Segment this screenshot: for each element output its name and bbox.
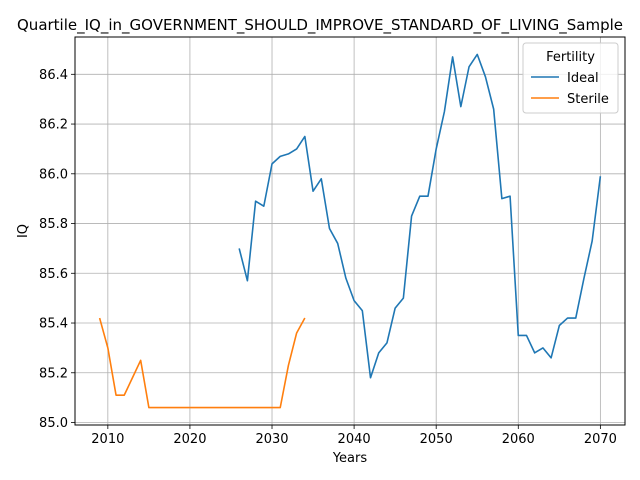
- x-tick-label: 2070: [584, 432, 617, 447]
- series-line-sterile: [98, 317, 306, 409]
- y-tick-label: 85.0: [39, 416, 68, 431]
- grid: [75, 37, 625, 425]
- plot-frame: [74, 36, 626, 426]
- x-tick-label: 2050: [420, 432, 453, 447]
- x-tick-label: 2040: [338, 432, 371, 447]
- x-tick-label: 2030: [255, 432, 288, 447]
- y-axis-label: IQ: [16, 224, 31, 238]
- legend-label-ideal: Ideal: [567, 71, 599, 86]
- x-axis-label: Years: [332, 451, 368, 466]
- y-tick-label: 85.8: [39, 217, 68, 232]
- x-tick-label: 2020: [173, 432, 206, 447]
- x-tick-label: 2060: [502, 432, 535, 447]
- y-tick-label: 86.2: [39, 118, 68, 133]
- y-tick-label: 86.4: [39, 68, 68, 83]
- axis-ticks: 2010 2020 2030 2040 2050 2060 2070 85.0 85.2 85.4…: [39, 68, 617, 447]
- x-tick-label: 2010: [91, 432, 124, 447]
- legend-items: Ideal Sterile: [531, 71, 609, 107]
- legend: Fertility Ideal Sterile: [522, 42, 619, 114]
- y-tick-label: 85.4: [39, 317, 68, 332]
- y-tick-label: 85.6: [39, 267, 68, 282]
- legend-box: [522, 42, 619, 114]
- series-line-ideal: [238, 53, 602, 379]
- legend-label-sterile: Sterile: [567, 92, 609, 107]
- chart-title: Quartile_IQ_in_GOVERNMENT_SHOULD_IMPROVE…: [17, 16, 623, 35]
- legend-title: Fertility: [546, 50, 595, 65]
- y-tick-label: 86.0: [39, 167, 68, 182]
- y-tick-label: 85.2: [39, 366, 68, 381]
- series-layer: [98, 53, 602, 409]
